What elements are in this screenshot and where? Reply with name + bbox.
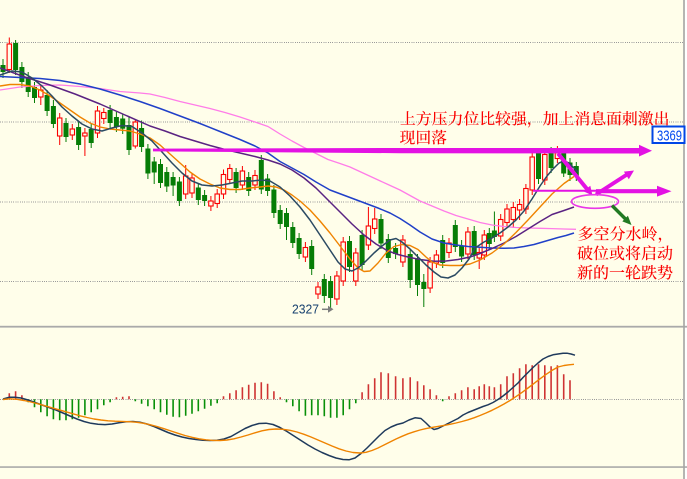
svg-text:3369: 3369 xyxy=(657,128,682,145)
svg-text:2327: 2327 xyxy=(292,302,319,317)
